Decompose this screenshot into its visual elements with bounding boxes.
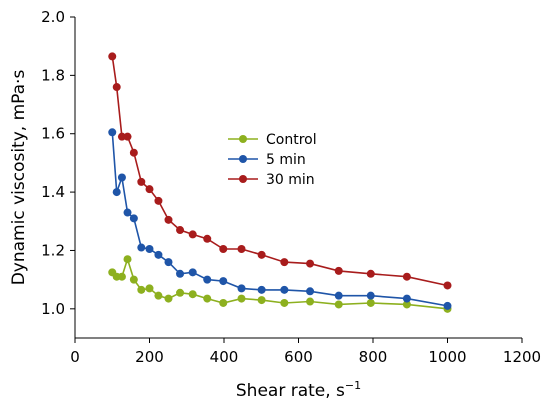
legend-marker-5-min [239,155,247,163]
x-tick-label: 600 [284,348,313,366]
data-point-30-min [176,226,185,235]
x-tick-label: 400 [210,348,239,366]
legend-item-30-min: 30 min [228,172,315,188]
data-point-5-min [108,128,117,137]
data-point-30-min [145,185,154,194]
ticks: 0 200 400 600 800 1000 1200 1.0 1.2 1.4 1.6 1.8 2.0 [41,8,541,366]
data-point-control [306,297,315,306]
data-point-30-min [366,269,375,278]
data-point-30-min [402,272,411,281]
data-point-5-min [112,188,121,197]
data-point-5-min [145,244,154,253]
data-point-5-min [176,269,185,278]
legend-marker-control [239,135,247,143]
data-point-30-min [280,258,289,267]
data-point-30-min [257,250,266,259]
data-point-5-min [137,243,146,252]
data-point-5-min [117,173,126,182]
data-point-control [123,255,132,264]
x-tick-label: 1200 [503,348,541,366]
data-point-control [188,290,197,299]
legend-marker-30-min [239,175,247,183]
y-tick-label: 1.6 [41,125,65,143]
data-point-5-min [306,287,315,296]
legend-label-control: Control [266,132,317,148]
data-point-control [237,294,246,303]
data-point-control [129,275,138,284]
data-point-control [402,300,411,309]
data-point-30-min [443,281,452,290]
legend: Control 5 min 30 min [228,132,317,188]
data-point-control [257,296,266,305]
series-30-min [108,52,452,290]
legend-label-5-min: 5 min [266,152,306,168]
data-point-5-min [280,285,289,294]
data-point-control [145,284,154,293]
data-point-5-min [443,301,452,310]
data-point-30-min [129,148,138,157]
legend-label-30-min: 30 min [266,172,315,188]
data-point-control [219,298,228,307]
x-axis-title: Shear rate, s−1 [236,379,361,401]
data-point-control [137,285,146,294]
data-point-5-min [402,294,411,303]
data-point-control [176,288,185,297]
data-point-5-min [257,285,266,294]
data-point-30-min [237,244,246,253]
data-point-30-min [203,234,212,243]
data-point-control [154,291,163,300]
data-point-30-min [137,177,146,186]
data-point-5-min [154,250,163,259]
series-5-min [108,128,452,310]
data-point-control [117,272,126,281]
data-point-5-min [203,275,212,284]
x-tick-label: 1000 [428,348,466,366]
x-tick-label: 800 [359,348,388,366]
data-point-5-min [219,277,228,286]
data-point-control [334,300,343,309]
data-point-control [280,298,289,307]
data-point-control [164,294,173,303]
y-tick-label: 1.0 [41,300,65,318]
x-tick-label: 0 [70,348,80,366]
x-axis-title-text: Shear rate, s [236,381,345,401]
x-tick-label: 200 [135,348,164,366]
data-point-30-min [306,259,315,268]
data-point-5-min [123,208,132,217]
y-tick-label: 1.4 [41,183,65,201]
y-tick-label: 1.2 [41,241,65,259]
data-point-30-min [108,52,117,61]
data-point-30-min [154,196,163,205]
data-point-5-min [188,268,197,277]
data-point-30-min [334,266,343,275]
data-point-5-min [129,214,138,223]
data-point-30-min [112,83,121,92]
y-tick-label: 2.0 [41,8,65,26]
y-tick-label: 1.8 [41,66,65,84]
data-point-30-min [219,244,228,253]
x-axis-title-superscript: −1 [345,379,361,392]
data-point-5-min [334,291,343,300]
data-point-5-min [164,258,173,267]
series-line-control [111,256,448,310]
data-point-30-min [117,132,126,141]
data-point-30-min [123,132,132,141]
data-point-30-min [188,230,197,239]
data-point-5-min [237,284,246,293]
series-line-30-min [111,56,448,287]
data-point-30-min [164,215,173,224]
data-point-control [366,298,375,307]
legend-item-control: Control [228,132,317,148]
legend-item-5-min: 5 min [228,152,306,168]
y-axis-title: Dynamic viscosity, mPa·s [9,70,29,286]
series [108,52,452,313]
data-point-control [203,294,212,303]
series-control [108,255,452,313]
data-point-5-min [366,291,375,300]
